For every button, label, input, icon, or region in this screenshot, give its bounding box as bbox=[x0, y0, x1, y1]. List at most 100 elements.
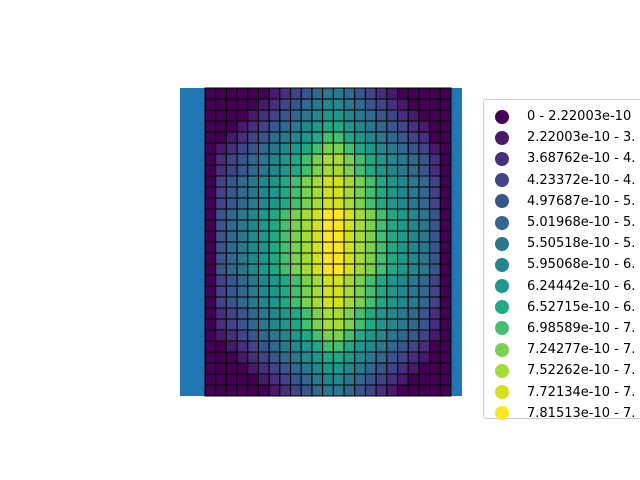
heatmap-cell bbox=[429, 153, 441, 166]
heatmap-cell bbox=[429, 120, 441, 133]
heatmap-cell bbox=[257, 153, 270, 166]
legend-marker-icon bbox=[495, 257, 509, 272]
heatmap-cell bbox=[418, 164, 431, 177]
heatmap-cell bbox=[215, 252, 227, 265]
heatmap-cell bbox=[279, 307, 292, 320]
heatmap-cell bbox=[439, 120, 452, 133]
heatmap-cell bbox=[375, 318, 388, 331]
heatmap-cell bbox=[268, 307, 281, 320]
heatmap-cell bbox=[439, 208, 452, 221]
heatmap-cell bbox=[268, 384, 281, 397]
heatmap-cell bbox=[418, 296, 431, 309]
heatmap-cells bbox=[204, 87, 452, 397]
heatmap-cell bbox=[290, 98, 302, 111]
heatmap-cell bbox=[204, 142, 217, 155]
legend-label: 6.98589e-10 - 7. bbox=[527, 320, 636, 336]
heatmap-cell bbox=[268, 329, 281, 342]
heatmap-cell bbox=[279, 175, 292, 188]
heatmap-cell bbox=[247, 329, 259, 342]
heatmap-cell bbox=[343, 142, 356, 155]
heatmap-cell bbox=[257, 285, 270, 298]
heatmap-cell bbox=[418, 197, 431, 210]
heatmap-cell bbox=[300, 351, 313, 364]
heatmap-cell bbox=[364, 340, 377, 353]
heatmap-cell bbox=[311, 362, 324, 375]
heatmap-cell bbox=[290, 131, 302, 144]
heatmap-cell bbox=[343, 340, 356, 353]
heatmap-cell bbox=[439, 351, 452, 364]
heatmap-cell bbox=[268, 285, 281, 298]
heatmap-cell bbox=[290, 340, 302, 353]
heatmap-cell bbox=[279, 120, 292, 133]
heatmap-cell bbox=[397, 329, 409, 342]
heatmap-cell bbox=[364, 87, 377, 100]
heatmap-cell bbox=[375, 142, 388, 155]
heatmap-cell bbox=[386, 329, 399, 342]
heatmap-cell bbox=[354, 197, 366, 210]
heatmap-cell bbox=[311, 87, 324, 100]
heatmap-cell bbox=[386, 384, 399, 397]
heatmap-cell bbox=[300, 329, 313, 342]
heatmap-cell bbox=[225, 186, 238, 199]
heatmap-cell bbox=[397, 208, 409, 221]
heatmap-cell bbox=[429, 318, 441, 331]
heatmap-cell bbox=[204, 362, 217, 375]
heatmap-cell bbox=[397, 307, 409, 320]
heatmap-cell bbox=[300, 120, 313, 133]
heatmap-cell bbox=[290, 164, 302, 177]
heatmap-cell bbox=[268, 142, 281, 155]
heatmap-cell bbox=[375, 373, 388, 386]
heatmap-cell bbox=[268, 208, 281, 221]
heatmap-cell bbox=[215, 296, 227, 309]
heatmap-cell bbox=[268, 296, 281, 309]
heatmap-cell bbox=[204, 98, 217, 111]
heatmap-cell bbox=[215, 153, 227, 166]
heatmap-cell bbox=[300, 131, 313, 144]
heatmap-cell bbox=[332, 329, 345, 342]
heatmap-cell bbox=[247, 219, 259, 232]
heatmap-cell bbox=[247, 285, 259, 298]
heatmap-cell bbox=[418, 384, 431, 397]
legend-label: 6.52715e-10 - 6. bbox=[527, 299, 636, 315]
heatmap-cell bbox=[236, 219, 249, 232]
heatmap-cell bbox=[215, 186, 227, 199]
heatmap-cell bbox=[418, 263, 431, 276]
heatmap-cell bbox=[343, 208, 356, 221]
heatmap-cell bbox=[300, 340, 313, 353]
heatmap-cell bbox=[322, 197, 334, 210]
heatmap-cell bbox=[225, 296, 238, 309]
heatmap-cell bbox=[204, 87, 217, 100]
legend-entry: 3.68762e-10 - 4. bbox=[484, 148, 640, 169]
heatmap-cell bbox=[407, 285, 420, 298]
heatmap-cell bbox=[439, 164, 452, 177]
heatmap-cell bbox=[236, 175, 249, 188]
heatmap-cell bbox=[439, 329, 452, 342]
heatmap-cell bbox=[386, 230, 399, 243]
heatmap-cell bbox=[407, 197, 420, 210]
heatmap-cell bbox=[386, 186, 399, 199]
heatmap-cell bbox=[236, 142, 249, 155]
heatmap-cell bbox=[322, 87, 334, 100]
heatmap-cell bbox=[279, 340, 292, 353]
heatmap-cell bbox=[429, 285, 441, 298]
heatmap-cell bbox=[332, 318, 345, 331]
heatmap-cell bbox=[257, 340, 270, 353]
heatmap-cell bbox=[418, 318, 431, 331]
heatmap-cell bbox=[354, 87, 366, 100]
heatmap-cell bbox=[322, 252, 334, 265]
heatmap-cell bbox=[268, 175, 281, 188]
heatmap-cell bbox=[300, 373, 313, 386]
heatmap-cell bbox=[386, 241, 399, 254]
legend-entry: 5.95068e-10 - 6. bbox=[484, 254, 640, 275]
heatmap-cell bbox=[204, 384, 217, 397]
heatmap-cell bbox=[257, 230, 270, 243]
heatmap-cell bbox=[364, 274, 377, 287]
heatmap-cell bbox=[311, 296, 324, 309]
heatmap-cell bbox=[386, 307, 399, 320]
heatmap-cell bbox=[311, 318, 324, 331]
heatmap-cell bbox=[300, 296, 313, 309]
heatmap-cell bbox=[257, 329, 270, 342]
heatmap-cell bbox=[236, 274, 249, 287]
heatmap-cell bbox=[332, 87, 345, 100]
heatmap-cell bbox=[375, 120, 388, 133]
